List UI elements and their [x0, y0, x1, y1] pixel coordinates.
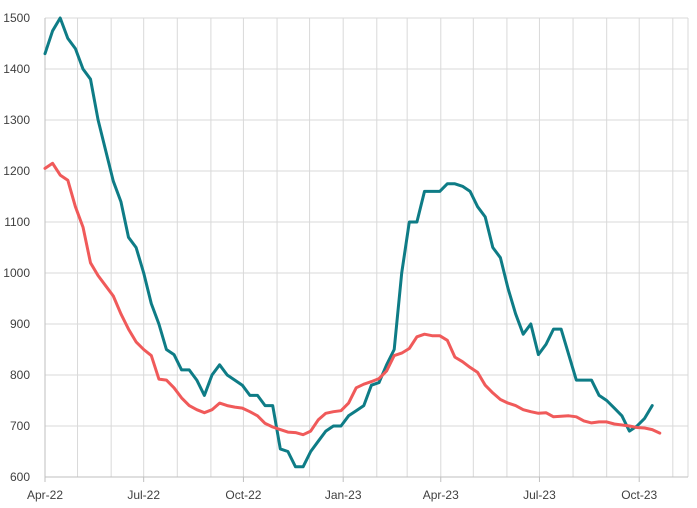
x-tick-label: Jul-22 — [127, 488, 160, 502]
x-tick-label: Oct-23 — [621, 488, 657, 502]
y-tick-label: 600 — [10, 470, 30, 484]
axes — [44, 18, 688, 482]
series-line-1 — [43, 16, 654, 469]
gridlines — [45, 17, 689, 477]
y-tick-label: 1200 — [3, 164, 30, 178]
y-tick-label: 700 — [10, 419, 30, 433]
y-tick-label: 800 — [10, 368, 30, 382]
y-tick-label: 900 — [10, 317, 30, 331]
y-tick-label: 1300 — [3, 113, 30, 127]
y-tick-label: 1500 — [3, 11, 30, 25]
x-tick-label: Apr-22 — [27, 488, 63, 502]
y-tick-label: 1100 — [4, 215, 30, 229]
x-tick-label: Jan-23 — [325, 488, 362, 502]
series-lines — [43, 16, 662, 469]
x-tick-label: Apr-23 — [423, 488, 459, 502]
x-tick-label: Jul-23 — [523, 488, 556, 502]
y-tick-label: 1000 — [3, 266, 30, 280]
series-line-2 — [43, 161, 662, 437]
tick-labels: 600 700 800 900 1000 1100 1200 1300 1400 1500 Apr-… — [3, 11, 657, 502]
y-tick-label: 1400 — [3, 62, 30, 76]
x-tick-label: Oct-22 — [225, 488, 261, 502]
